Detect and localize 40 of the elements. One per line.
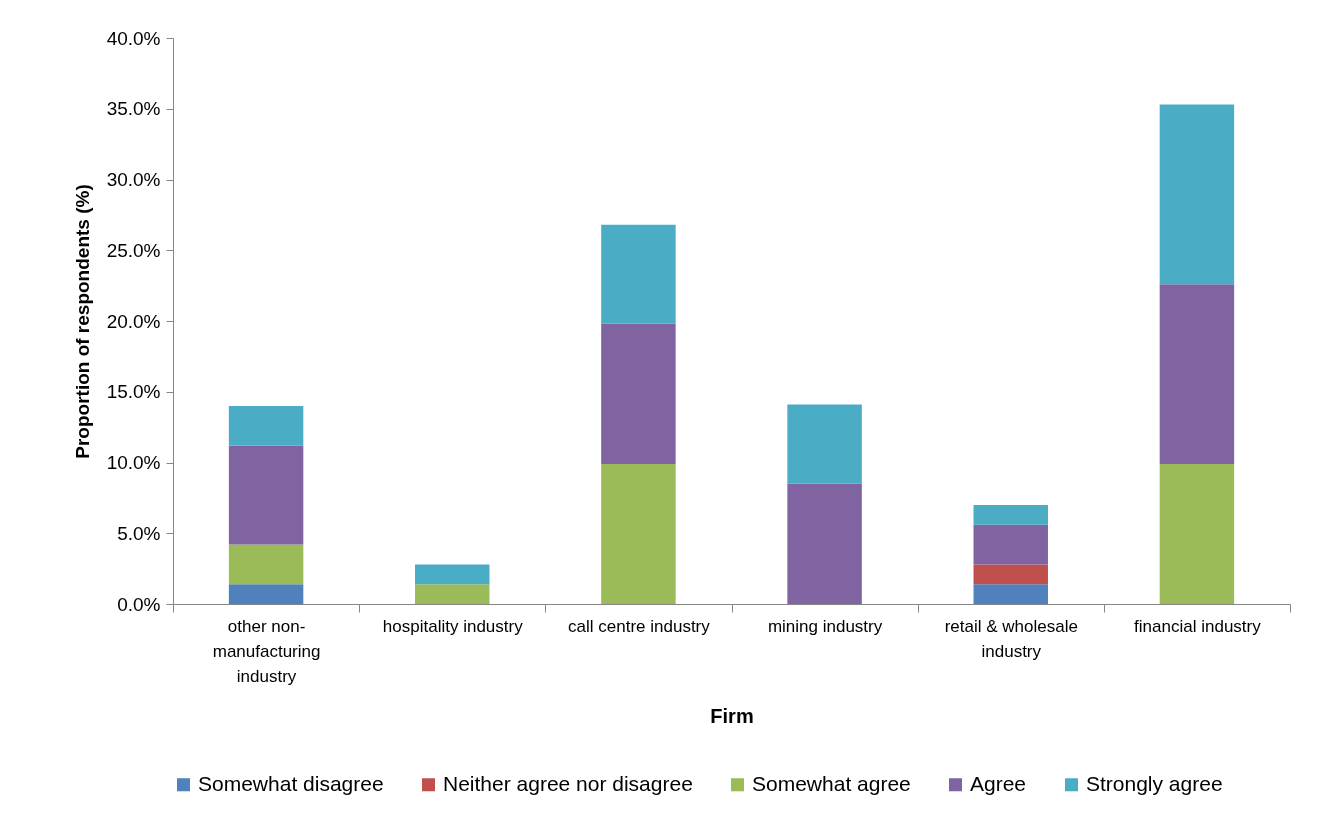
bar: [601, 323, 676, 464]
bar: [601, 224, 676, 324]
y-tick-label: 20.0%: [106, 310, 161, 332]
bar: [415, 584, 490, 604]
x-tick-label: mining industry: [767, 616, 883, 636]
x-tick-label: hospitality industry: [382, 616, 524, 636]
bar: [601, 463, 676, 604]
y-tick-label: 25.0%: [106, 239, 161, 261]
bar: [228, 544, 304, 585]
legend-label: Somewhat disagree: [198, 771, 384, 795]
bar: [787, 404, 862, 484]
x-tick-label: retail & wholesale industry: [944, 616, 1078, 661]
y-tick-label: 40.0%: [106, 27, 161, 49]
y-axis-title: Proportion of respondents (%): [71, 184, 93, 459]
bar: [787, 483, 862, 604]
legend-label: Strongly agree: [1086, 771, 1223, 795]
bar: [1159, 104, 1235, 285]
y-tick-label: 10.0%: [106, 452, 161, 473]
bar: [228, 445, 304, 545]
bar: [1159, 463, 1235, 604]
bar: [228, 405, 304, 446]
x-tick-label: financial industry: [1134, 616, 1262, 636]
bar: [228, 584, 304, 604]
y-tick-label: 5.0%: [117, 522, 161, 544]
bar: [973, 564, 1048, 585]
y-tick-label: 30.0%: [106, 169, 161, 190]
x-tick-label: other non-manufacturing industry: [212, 616, 321, 686]
legend-label: Agree: [970, 771, 1027, 795]
x-axis-title: Firm: [710, 704, 754, 727]
y-tick-label: 0.0%: [117, 593, 161, 615]
bar: [973, 584, 1048, 604]
legend-label: Somewhat agree: [752, 771, 911, 795]
bar: [973, 524, 1048, 565]
bar: [415, 564, 490, 585]
x-tick-label: call centre industry: [568, 616, 711, 636]
bar: [1159, 284, 1235, 464]
bar: [973, 504, 1048, 525]
legend-label: Neither agree nor disagree: [443, 771, 693, 795]
y-tick-label: 15.0%: [106, 381, 161, 403]
y-tick-label: 35.0%: [106, 98, 161, 120]
